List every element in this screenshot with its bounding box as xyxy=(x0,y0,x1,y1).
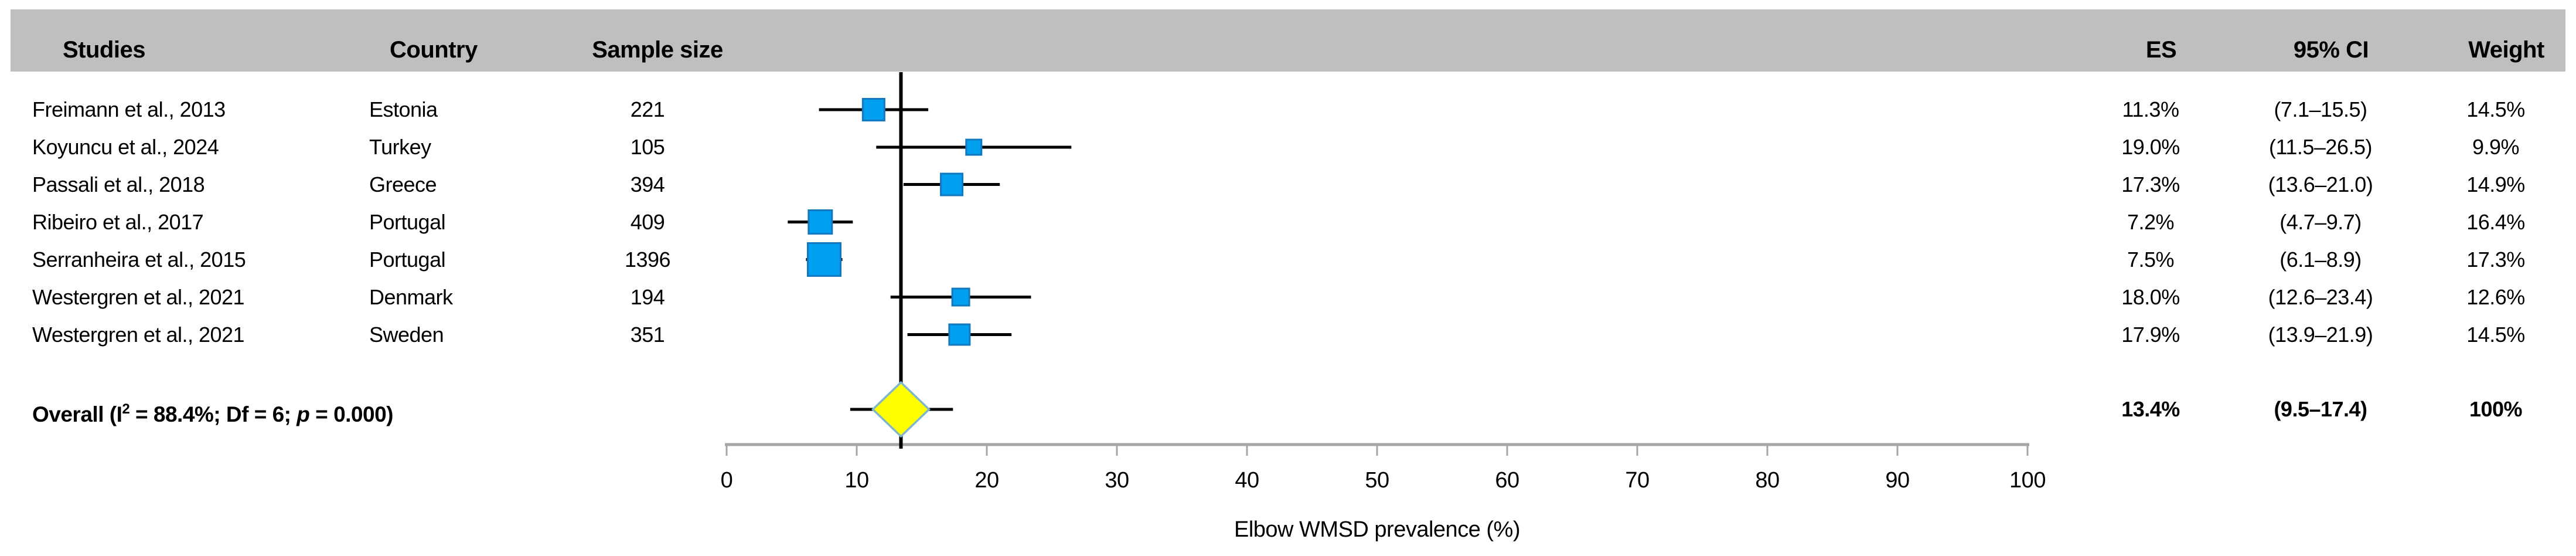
sample-size-value: 1396 xyxy=(624,248,671,272)
x-axis-title: Elbow WMSD prevalence (%) xyxy=(1234,517,1520,542)
x-tick-label: 70 xyxy=(1625,468,1650,493)
es-value: 19.0% xyxy=(2121,135,2180,159)
col-header-es: ES xyxy=(2145,37,2177,63)
overall-ci-value: (9.5–17.4) xyxy=(2274,397,2367,421)
ci-value: (4.7–9.7) xyxy=(2279,210,2362,234)
study-label: Westergren et al., 2021 xyxy=(32,285,245,309)
country-label: Portugal xyxy=(369,248,446,272)
weight-value: 17.3% xyxy=(2466,248,2525,272)
x-tick-label: 80 xyxy=(1755,468,1780,493)
overall-weight-value: 100% xyxy=(2469,397,2523,421)
i-squared-superscript: 2 xyxy=(122,401,130,417)
col-header-studies: Studies xyxy=(63,37,145,63)
x-tick-label: 60 xyxy=(1495,468,1519,493)
study-label: Westergren et al., 2021 xyxy=(32,323,245,347)
country-label: Sweden xyxy=(369,323,444,347)
ci-value: (12.6–23.4) xyxy=(2268,285,2373,309)
ci-value: (13.6–21.0) xyxy=(2268,172,2373,196)
col-header-weight: Weight xyxy=(2468,37,2544,63)
x-tick-label: 50 xyxy=(1365,468,1389,493)
weight-value: 14.5% xyxy=(2466,323,2525,347)
sample-size-value: 394 xyxy=(630,172,665,196)
overall-label: Overall (I2 = 88.4%; Df = 6; p = 0.000) xyxy=(32,401,393,426)
country-label: Estonia xyxy=(369,97,438,121)
p-value-symbol: p xyxy=(297,402,310,426)
ci-value: (11.5–26.5) xyxy=(2269,135,2372,159)
es-value: 7.2% xyxy=(2127,210,2175,234)
x-tick-label: 30 xyxy=(1105,468,1129,493)
x-tick-label: 20 xyxy=(974,468,999,493)
sample-size-value: 409 xyxy=(630,210,665,234)
col-header-country: Country xyxy=(390,37,478,63)
x-tick-label: 90 xyxy=(1885,468,1910,493)
weight-value: 14.9% xyxy=(2466,172,2525,196)
sample-size-value: 105 xyxy=(630,135,665,159)
study-label: Koyuncu et al., 2024 xyxy=(32,135,219,159)
ci-value: (6.1–8.9) xyxy=(2279,248,2362,272)
ci-value: (7.1–15.5) xyxy=(2274,97,2367,121)
country-label: Greece xyxy=(369,172,437,196)
weight-value: 14.5% xyxy=(2466,97,2525,121)
x-tick-label: 40 xyxy=(1235,468,1259,493)
es-value: 7.5% xyxy=(2127,248,2175,272)
es-value: 17.3% xyxy=(2121,172,2180,196)
country-label: Turkey xyxy=(369,135,431,159)
weight-value: 16.4% xyxy=(2466,210,2525,234)
sample-size-value: 221 xyxy=(630,97,665,121)
x-tick-label: 10 xyxy=(844,468,869,493)
ci-value: (13.9–21.9) xyxy=(2268,323,2373,347)
study-label: Passali et al., 2018 xyxy=(32,172,205,196)
country-label: Denmark xyxy=(369,285,453,309)
weight-value: 12.6% xyxy=(2466,285,2525,309)
col-header-ci: 95% CI xyxy=(2293,37,2369,63)
sample-size-value: 194 xyxy=(630,285,665,309)
x-tick-label: 100 xyxy=(2009,468,2046,493)
table-header-bar: Studies Country Sample size ES 95% CI We… xyxy=(11,9,2565,72)
col-header-sample-size: Sample size xyxy=(592,37,723,63)
x-tick-label: 0 xyxy=(720,468,733,493)
study-label: Ribeiro et al., 2017 xyxy=(32,210,204,234)
study-label: Freimann et al., 2013 xyxy=(32,97,226,121)
overall-es-value: 13.4% xyxy=(2121,397,2180,421)
study-label: Serranheira et al., 2015 xyxy=(32,248,246,272)
country-label: Portugal xyxy=(369,210,446,234)
es-value: 11.3% xyxy=(2122,97,2179,121)
es-value: 18.0% xyxy=(2121,285,2180,309)
es-value: 17.9% xyxy=(2121,323,2180,347)
sample-size-value: 351 xyxy=(630,323,665,347)
weight-value: 9.9% xyxy=(2472,135,2520,159)
